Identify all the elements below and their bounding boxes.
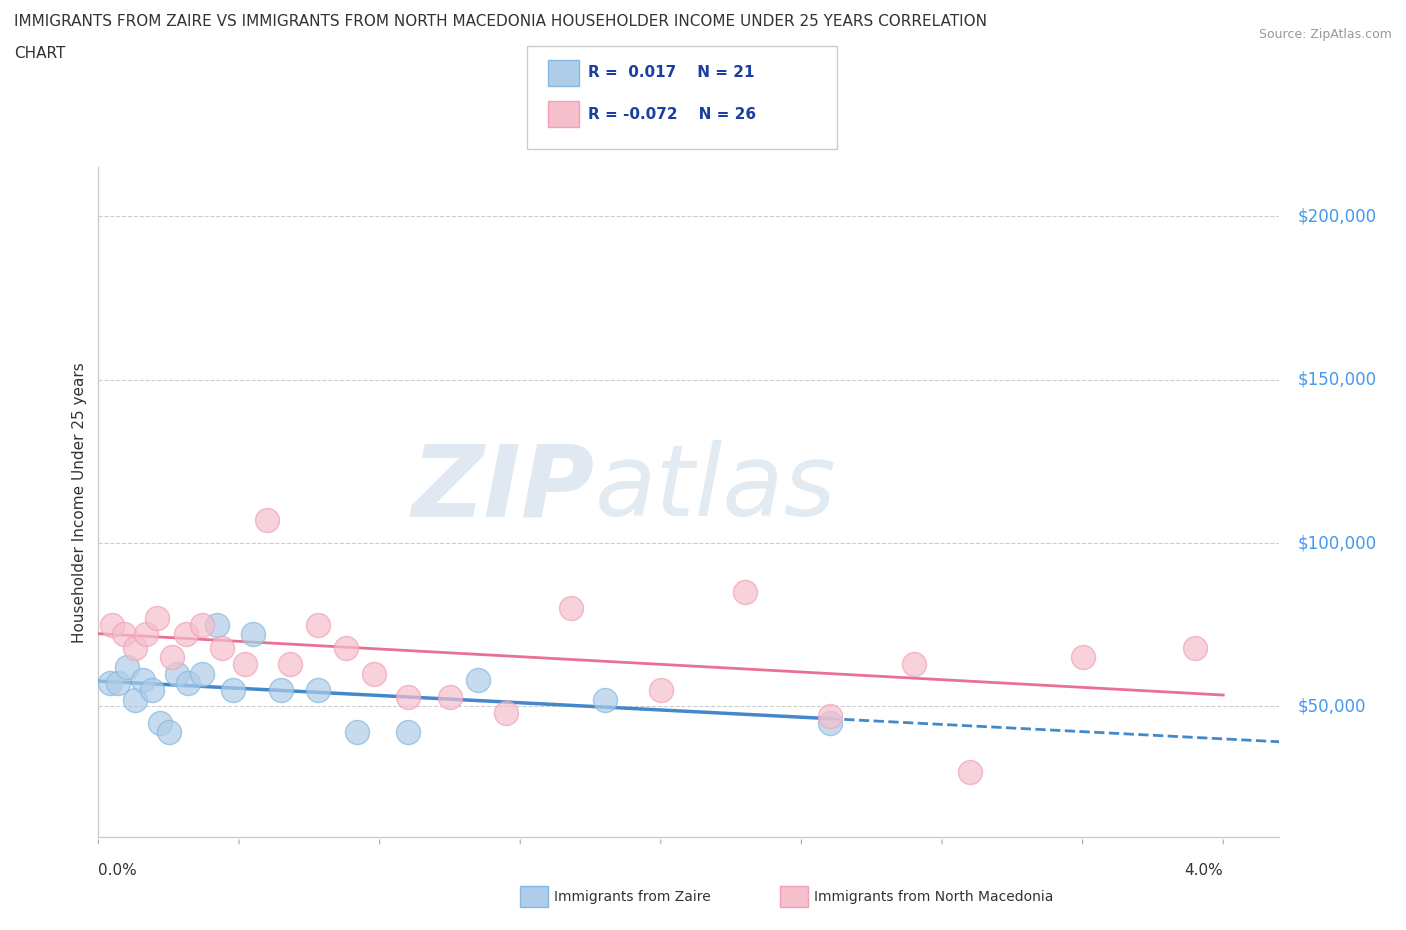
Point: [959, 764, 981, 779]
Point: [307, 618, 329, 632]
Point: [242, 627, 264, 642]
Point: [211, 640, 233, 655]
Point: [177, 676, 200, 691]
Point: [112, 627, 135, 642]
Point: [149, 715, 172, 730]
Text: $50,000: $50,000: [1298, 698, 1365, 715]
Text: $150,000: $150,000: [1298, 371, 1376, 389]
Point: [166, 666, 188, 681]
Text: IMMIGRANTS FROM ZAIRE VS IMMIGRANTS FROM NORTH MACEDONIA HOUSEHOLDER INCOME UNDE: IMMIGRANTS FROM ZAIRE VS IMMIGRANTS FROM…: [14, 14, 987, 29]
Point: [495, 706, 517, 721]
Point: [560, 601, 582, 616]
Text: Immigrants from North Macedonia: Immigrants from North Macedonia: [814, 889, 1053, 904]
Text: 4.0%: 4.0%: [1184, 863, 1223, 878]
Point: [132, 672, 155, 687]
Text: atlas: atlas: [595, 440, 837, 538]
Point: [124, 640, 146, 655]
Point: [1184, 640, 1206, 655]
Point: [205, 618, 228, 632]
Point: [174, 627, 197, 642]
Point: [124, 692, 146, 707]
Point: [1071, 650, 1094, 665]
Text: R = -0.072    N = 26: R = -0.072 N = 26: [588, 107, 756, 122]
Point: [222, 683, 245, 698]
Point: [107, 676, 129, 691]
Y-axis label: Householder Income Under 25 years: Householder Income Under 25 years: [72, 362, 87, 643]
Text: $100,000: $100,000: [1298, 534, 1376, 552]
Text: $200,000: $200,000: [1298, 207, 1376, 225]
Point: [146, 611, 169, 626]
Point: [818, 715, 841, 730]
Point: [307, 683, 329, 698]
Point: [115, 659, 138, 674]
Point: [135, 627, 157, 642]
Point: [346, 725, 368, 740]
Point: [818, 709, 841, 724]
Point: [278, 657, 301, 671]
Point: [191, 618, 214, 632]
Point: [335, 640, 357, 655]
Point: [593, 692, 616, 707]
Point: [270, 683, 292, 698]
Point: [141, 683, 163, 698]
Text: ZIP: ZIP: [412, 440, 595, 538]
Text: CHART: CHART: [14, 46, 66, 61]
Text: Source: ZipAtlas.com: Source: ZipAtlas.com: [1258, 28, 1392, 41]
Point: [256, 512, 278, 527]
Point: [363, 666, 385, 681]
Point: [903, 657, 925, 671]
Point: [160, 650, 183, 665]
Text: 0.0%: 0.0%: [98, 863, 138, 878]
Point: [233, 657, 256, 671]
Point: [439, 689, 461, 704]
Point: [191, 666, 214, 681]
Point: [157, 725, 180, 740]
Point: [396, 725, 419, 740]
Point: [734, 585, 756, 600]
Point: [101, 618, 124, 632]
Text: Immigrants from Zaire: Immigrants from Zaire: [554, 889, 710, 904]
Point: [650, 683, 672, 698]
Text: R =  0.017    N = 21: R = 0.017 N = 21: [588, 65, 754, 80]
Point: [467, 672, 489, 687]
Point: [98, 676, 121, 691]
Point: [396, 689, 419, 704]
